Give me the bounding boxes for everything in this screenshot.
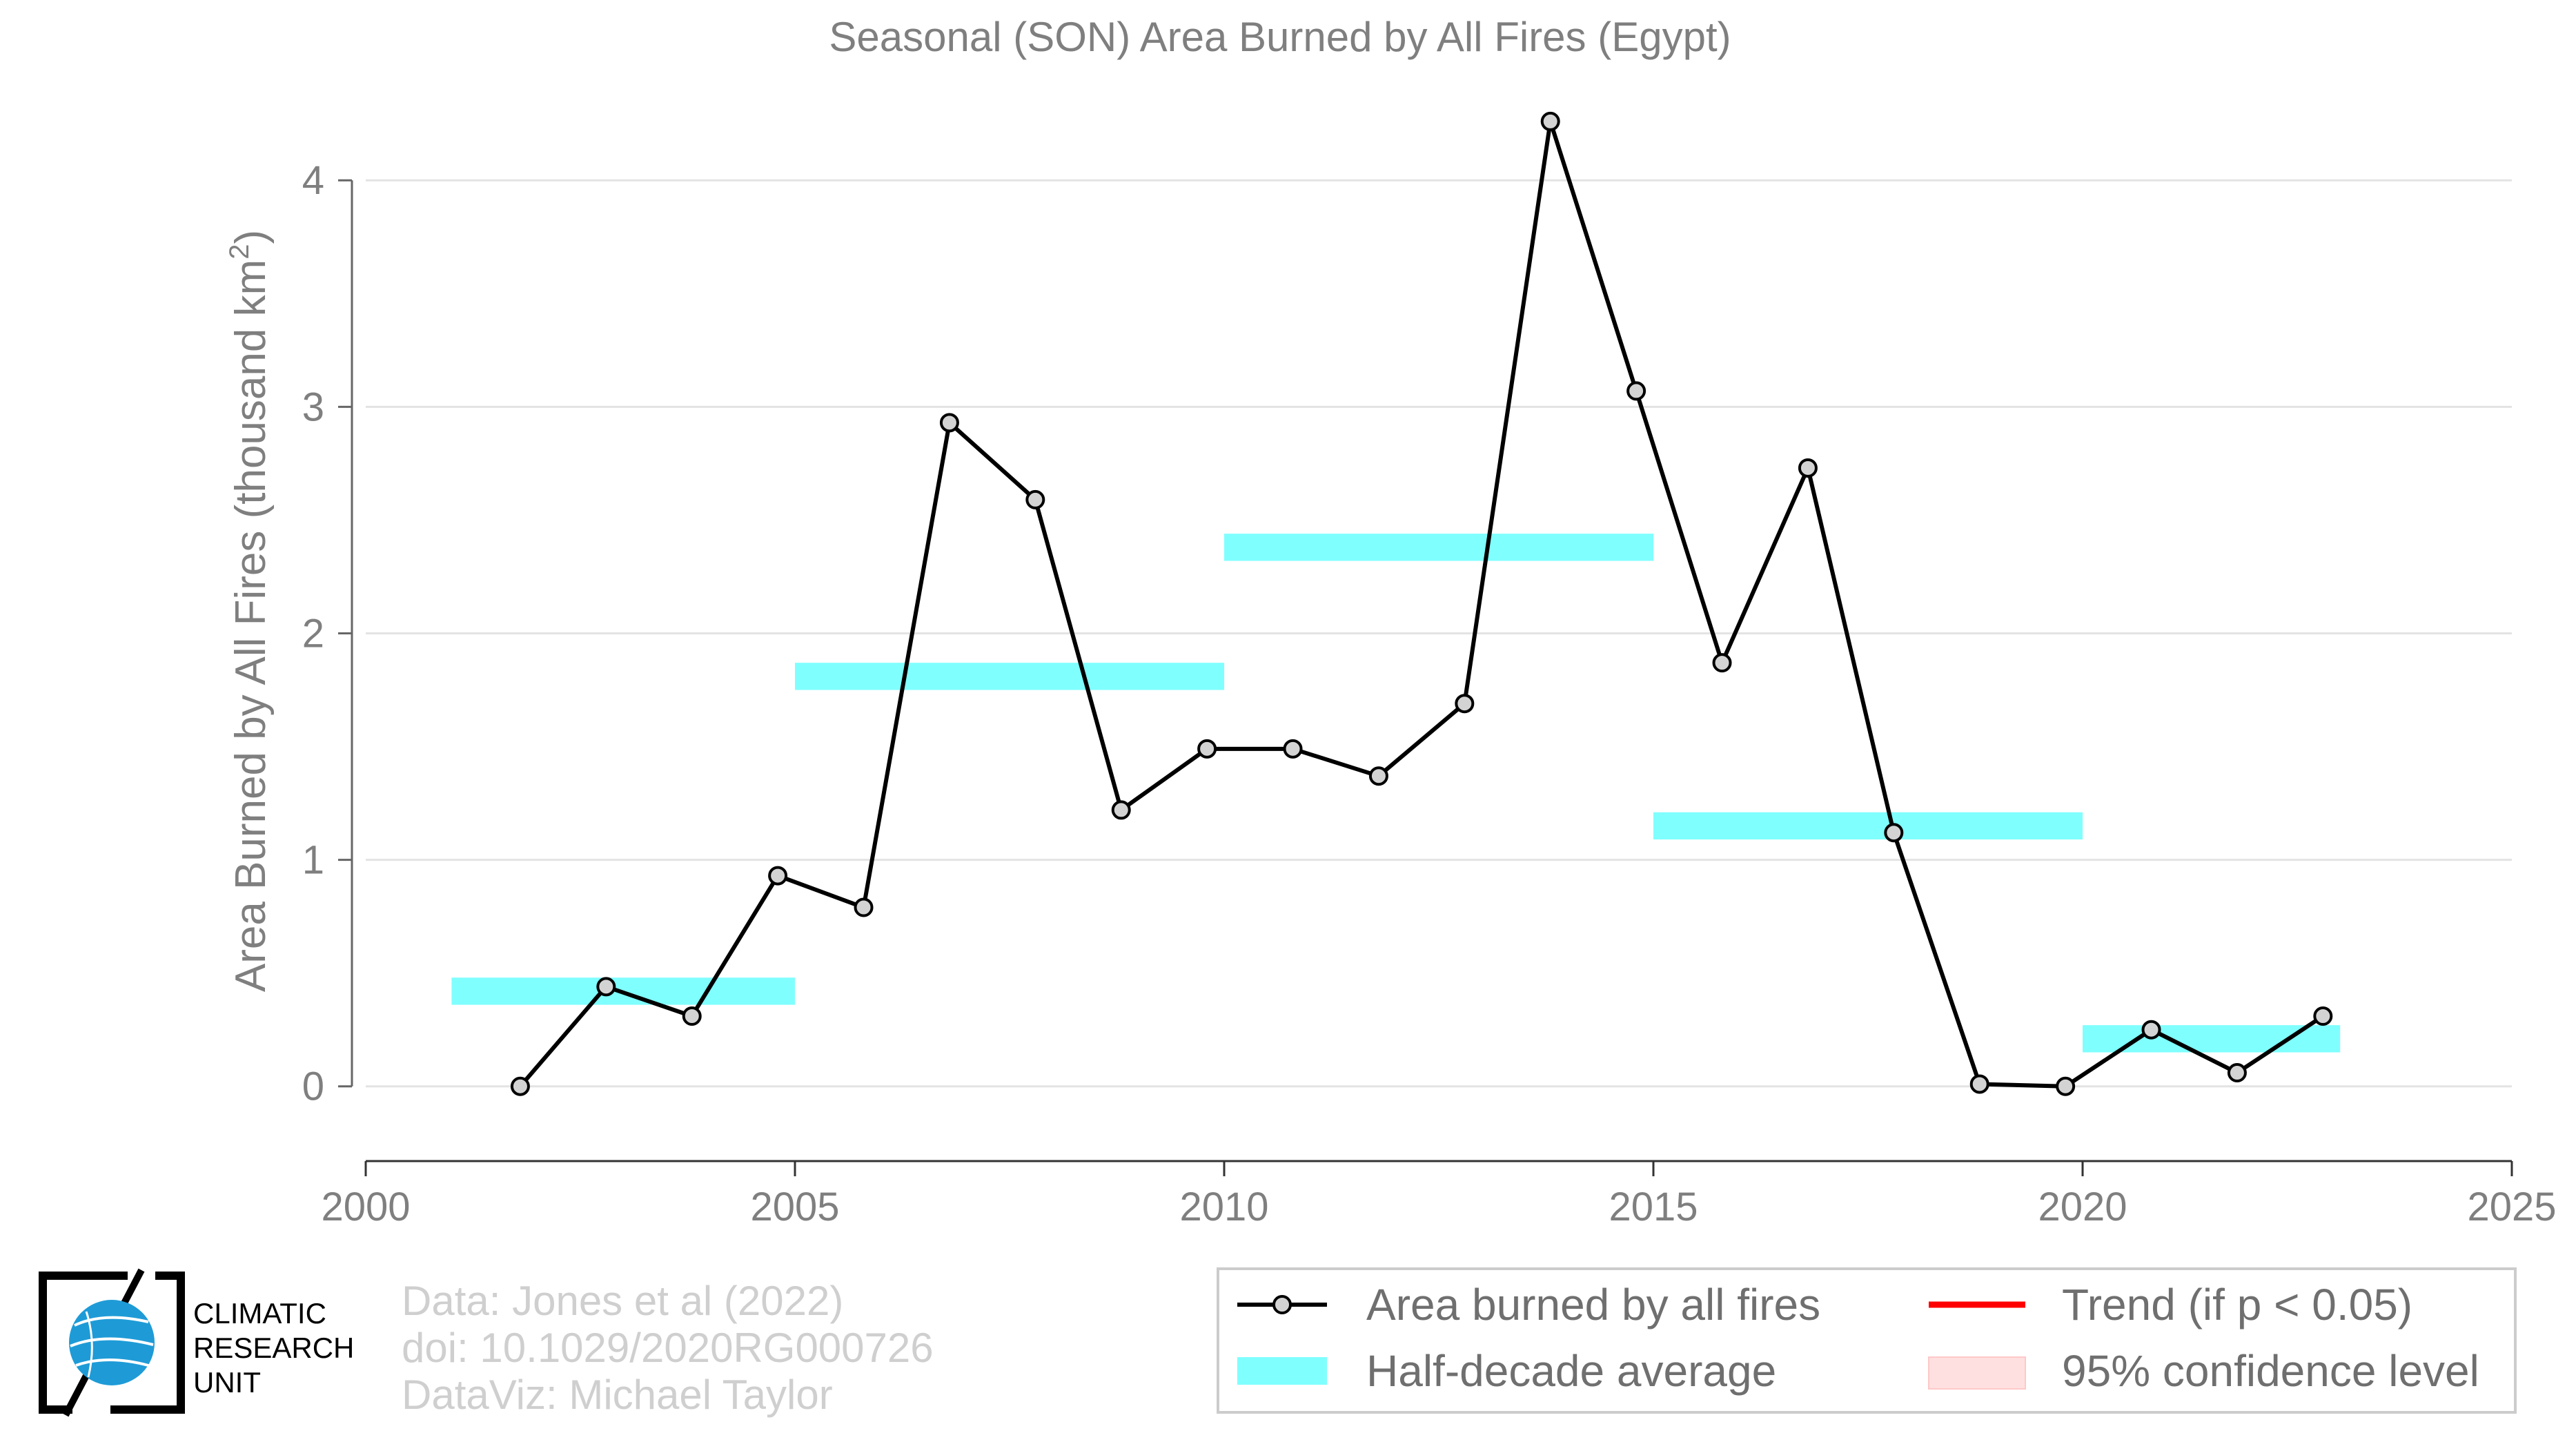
data-point bbox=[1969, 1074, 1989, 1094]
x-tick-label: 2025 bbox=[2467, 1185, 2556, 1229]
legend-half-label: Half-decade average bbox=[1366, 1346, 1776, 1396]
data-point bbox=[2313, 1006, 2333, 1026]
data-point bbox=[939, 413, 959, 433]
half-decade-bar bbox=[795, 663, 1224, 690]
data-point bbox=[1455, 694, 1475, 714]
credit-line1: Data: Jones et al (2022) bbox=[402, 1278, 843, 1324]
y-tick-label: 2 bbox=[302, 611, 324, 656]
chart-title: Seasonal (SON) Area Burned by All Fires … bbox=[829, 14, 1731, 60]
credit-line2: doi: 10.1029/2020RG000726 bbox=[402, 1325, 934, 1371]
cru-logo: CLIMATIC RESEARCH UNIT bbox=[39, 1268, 354, 1417]
legend-ci-swatch bbox=[1928, 1356, 2026, 1390]
data-point bbox=[2141, 1020, 2161, 1040]
legend-trend-label: Trend (if p < 0.05) bbox=[2062, 1280, 2412, 1330]
logo-line1: CLIMATIC bbox=[193, 1297, 326, 1330]
legend-ci-label: 95% confidence level bbox=[2062, 1346, 2479, 1396]
x-tick-label: 2010 bbox=[1179, 1185, 1268, 1229]
gridlines bbox=[366, 179, 2512, 1088]
y-tick-label: 3 bbox=[302, 384, 324, 429]
y-axis-title-main: Area Burned by All Fires (thousand km bbox=[227, 260, 275, 992]
y-tick-label: 0 bbox=[302, 1064, 324, 1109]
half-decade-bar bbox=[1653, 812, 2083, 840]
data-point bbox=[1368, 766, 1388, 786]
tick-labels: 0 1 2 3 4 2000 2005 2010 2015 2020 2025 bbox=[302, 158, 2557, 1229]
data-point bbox=[768, 866, 788, 886]
data-point bbox=[854, 897, 874, 917]
x-tick-label: 2005 bbox=[750, 1185, 839, 1229]
data-point bbox=[1712, 653, 1732, 673]
series-line bbox=[518, 119, 2324, 1089]
legend-box bbox=[1217, 1267, 2517, 1414]
data-point bbox=[1798, 458, 1818, 478]
y-tick-label: 1 bbox=[302, 838, 324, 883]
data-point bbox=[596, 977, 616, 997]
series-area-burned bbox=[510, 111, 2333, 1096]
data-point bbox=[1283, 739, 1303, 759]
logo-line3: UNIT bbox=[193, 1366, 261, 1399]
x-tick-label: 2000 bbox=[321, 1185, 410, 1229]
data-point bbox=[1626, 381, 1646, 401]
data-point bbox=[510, 1076, 530, 1096]
legend: Area burned by all fires Trend (if p < 0… bbox=[1217, 1267, 2517, 1414]
x-tick-label: 2020 bbox=[2038, 1185, 2127, 1229]
x-tick-label: 2015 bbox=[1609, 1185, 1698, 1229]
globe-icon bbox=[69, 1300, 155, 1385]
y-axis-title: Area Burned by All Fires (thousand km2) bbox=[224, 230, 275, 992]
logo-bracket-right bbox=[110, 1272, 185, 1414]
data-point bbox=[1884, 823, 1904, 843]
legend-half-swatch bbox=[1237, 1357, 1327, 1385]
data-point bbox=[2056, 1076, 2076, 1096]
y-tick-label: 4 bbox=[302, 158, 324, 203]
y-axis-title-close: ) bbox=[227, 230, 275, 244]
legend-series-label: Area burned by all fires bbox=[1366, 1280, 1820, 1330]
half-decade-bar bbox=[1224, 534, 1653, 561]
data-point bbox=[1111, 800, 1131, 820]
data-point bbox=[1540, 111, 1560, 131]
credit-line3: DataViz: Michael Taylor bbox=[402, 1372, 833, 1418]
legend-series-marker bbox=[1272, 1295, 1292, 1314]
data-point bbox=[1025, 489, 1045, 509]
logo-bracket-left bbox=[39, 1272, 128, 1414]
data-point bbox=[2227, 1063, 2247, 1083]
y-axis-title-sup: 2 bbox=[224, 244, 255, 260]
credits: Data: Jones et al (2022) doi: 10.1029/20… bbox=[402, 1278, 934, 1418]
half-decade-averages bbox=[451, 534, 2341, 1053]
logo-line2: RESEARCH bbox=[193, 1332, 354, 1364]
axes bbox=[338, 179, 2513, 1176]
data-point bbox=[682, 1006, 702, 1026]
data-point bbox=[1197, 739, 1217, 759]
